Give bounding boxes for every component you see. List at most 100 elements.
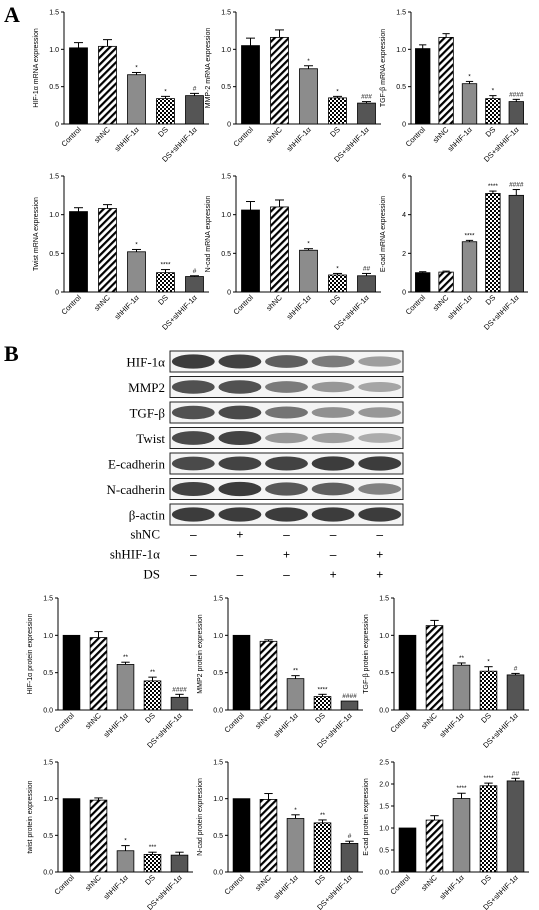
y-tick-label: 1.0 xyxy=(49,47,59,54)
significance-label: ## xyxy=(512,770,520,777)
bar xyxy=(143,854,162,873)
y-axis-label: twist protein expression xyxy=(27,780,34,853)
bar xyxy=(313,822,332,873)
band-label: β-actin xyxy=(129,508,166,523)
significance-label: * xyxy=(307,241,310,248)
y-tick-label: 0.0 xyxy=(43,870,53,877)
blot-band xyxy=(171,456,215,471)
bar xyxy=(232,634,251,711)
category-label: shHIF-1α xyxy=(113,125,142,154)
significance-label: # xyxy=(193,268,197,275)
treatment-row: shHIF-1α – – + – + xyxy=(110,547,383,562)
category-label: Control xyxy=(59,293,83,317)
blot-band xyxy=(171,380,215,394)
y-tick-label: 1.0 xyxy=(379,633,389,640)
category-label: shHIF-1α xyxy=(272,873,301,902)
blot-band xyxy=(171,482,215,496)
category-label: DS xyxy=(479,711,493,725)
significance-label: **** xyxy=(464,232,475,239)
treatment-label: shNC xyxy=(130,527,160,542)
bar xyxy=(425,819,444,873)
chart-6: 0 2 4 6 E-cad mRNA expression Control shNC ****… xyxy=(380,174,528,332)
category-label: Control xyxy=(388,711,412,735)
y-tick-label: 1.0 xyxy=(221,212,231,219)
y-axis-label: Twist mRNA expression xyxy=(33,197,40,271)
treatment-mark: – xyxy=(283,528,290,542)
bar xyxy=(62,634,81,711)
blot-band xyxy=(265,406,308,419)
bar xyxy=(89,637,108,711)
blot-band xyxy=(311,381,355,393)
blot-band xyxy=(311,355,355,368)
blot-band xyxy=(358,433,402,443)
category-label: DS xyxy=(313,873,327,887)
significance-label: **** xyxy=(488,183,499,190)
y-tick-label: 0 xyxy=(402,290,406,297)
significance-label: *** xyxy=(149,844,157,851)
y-tick-label: 1.5 xyxy=(213,596,223,603)
bar xyxy=(415,48,431,125)
y-tick-label: 0.0 xyxy=(213,708,223,715)
blot-row: HIF-1α xyxy=(126,350,404,373)
category-label: shHIF-1α xyxy=(272,711,301,740)
y-tick-label: 0.5 xyxy=(49,84,59,91)
treatment-mark: + xyxy=(236,528,243,542)
bar xyxy=(452,664,471,711)
y-axis-label: HIF-1α protein expression xyxy=(27,614,34,695)
bar xyxy=(485,98,501,125)
significance-label: * xyxy=(164,88,167,95)
y-tick-label: 0 xyxy=(402,122,406,129)
category-label: Control xyxy=(222,873,246,897)
blot-band xyxy=(311,432,355,444)
category-label: Control xyxy=(231,293,255,317)
blot-band xyxy=(265,456,308,471)
bar xyxy=(98,45,117,125)
chart-10: 0.0 0.5 1.0 1.5 twist protein expression Cont… xyxy=(27,760,193,910)
significance-label: ### xyxy=(361,94,372,101)
blot-band xyxy=(311,456,355,471)
category-label: shHIF-1α xyxy=(285,125,314,154)
significance-label: #### xyxy=(172,686,187,693)
band-label: Twist xyxy=(136,431,165,446)
y-axis-label: TGF-β protein expression xyxy=(363,614,370,694)
category-label: shNC xyxy=(92,293,112,313)
bar xyxy=(286,818,305,873)
y-tick-label: 1.0 xyxy=(221,47,231,54)
bar xyxy=(313,696,332,711)
y-axis-label: MMP-2 mRNA expression xyxy=(205,28,212,109)
bar xyxy=(452,798,471,873)
y-tick-label: 0 xyxy=(227,290,231,297)
bar xyxy=(479,785,498,873)
category-label: shNC xyxy=(264,293,284,313)
significance-label: * xyxy=(307,58,310,65)
significance-label: ** xyxy=(320,812,326,819)
blot-row: β-actin xyxy=(129,503,404,526)
blot-row: MMP2 xyxy=(128,376,404,398)
category-label: Control xyxy=(52,873,76,897)
significance-label: * xyxy=(336,265,339,272)
y-tick-label: 6 xyxy=(402,174,406,181)
treatment-mark: – xyxy=(237,548,244,562)
category-label: shNC xyxy=(431,293,451,313)
y-tick-label: 1.0 xyxy=(49,212,59,219)
category-label: shHIF-1α xyxy=(102,873,131,902)
bar xyxy=(89,799,108,873)
y-tick-label: 1.5 xyxy=(379,596,389,603)
y-tick-label: 0.5 xyxy=(379,670,389,677)
y-tick-label: 1.0 xyxy=(43,633,53,640)
bar xyxy=(170,854,189,873)
y-tick-label: 1.0 xyxy=(43,796,53,803)
significance-label: #### xyxy=(342,693,357,700)
y-tick-label: 0.0 xyxy=(213,870,223,877)
significance-label: ** xyxy=(459,655,465,662)
y-tick-label: 1.0 xyxy=(396,47,406,54)
bar xyxy=(156,98,175,125)
y-axis-label: N-cad mRNA expression xyxy=(205,196,212,273)
bar xyxy=(299,68,318,125)
band-label: TGF-β xyxy=(129,406,165,421)
significance-label: **** xyxy=(160,262,171,269)
bar xyxy=(116,664,135,711)
category-label: shNC xyxy=(253,711,273,731)
